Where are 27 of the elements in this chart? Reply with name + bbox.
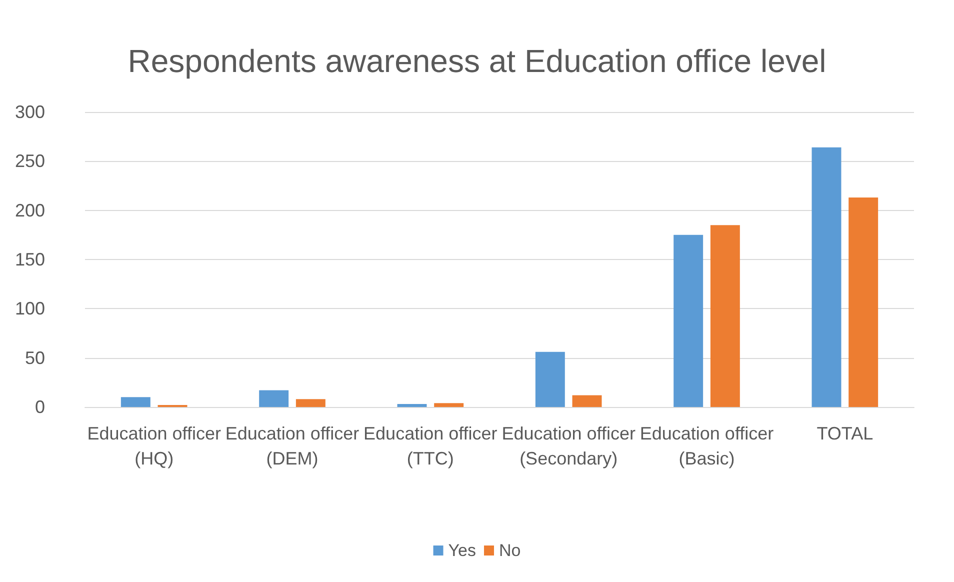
x-tick-label: Education officer (DEM) [225,424,360,468]
y-tick-label: 200 [14,200,45,220]
bar [710,225,740,407]
bar [434,403,464,407]
y-tick-label: 0 [34,397,45,417]
y-tick-label: 100 [14,298,45,319]
bar [535,352,565,407]
x-tick-label: Education officer (Secondary) [502,424,636,468]
chart-title: Respondents awareness at Education office level [128,43,826,79]
y-tick-label: 300 [14,102,45,122]
bar [572,395,602,407]
x-tick-label: Education officer (HQ) [87,424,221,468]
bar [397,404,427,407]
legend-label: Yes [448,541,476,560]
y-tick-label: 50 [24,348,45,368]
bar [674,234,704,407]
legend-label: No [499,541,521,560]
y-tick-label: 250 [14,151,45,172]
x-tick-label: Education officer (Basic) [640,424,774,468]
bar [259,390,289,407]
bar [296,399,326,407]
bar [120,397,150,407]
x-tick-label: Education officer (TTC) [364,424,498,468]
x-tick-label: TOTAL [816,424,874,444]
bar [812,147,842,407]
bar [848,198,878,407]
y-tick-label: 150 [14,250,45,270]
